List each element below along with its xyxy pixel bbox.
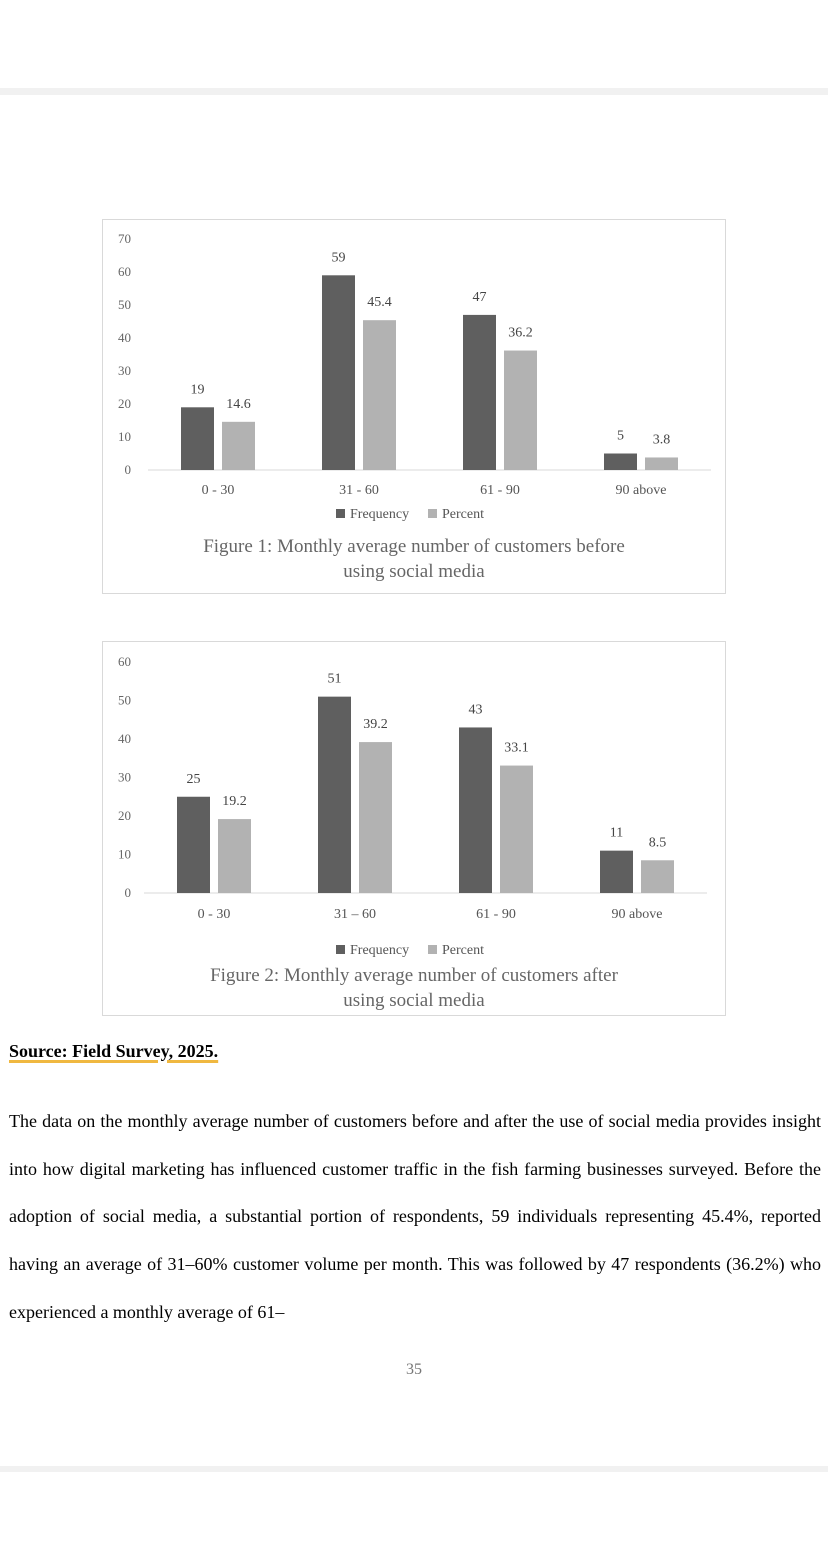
x-tick-label: 61 - 90	[476, 907, 516, 922]
x-tick-label: 0 - 30	[198, 907, 231, 922]
x-tick-label: 90 above	[612, 907, 663, 922]
x-tick-label: 31 - 60	[339, 483, 379, 498]
bar-frequency	[600, 850, 633, 893]
data-label: 3.8	[653, 432, 671, 447]
legend-label: Frequency	[350, 507, 409, 522]
data-label: 19	[191, 382, 205, 397]
x-tick-label: 0 - 30	[202, 483, 235, 498]
bar-frequency	[604, 453, 637, 470]
y-tick-label: 60	[118, 264, 131, 279]
bar-frequency	[181, 407, 214, 470]
body-paragraph: The data on the monthly average number o…	[9, 1111, 821, 1322]
bar-frequency	[322, 275, 355, 470]
data-label: 45.4	[367, 295, 392, 310]
legend-label: Percent	[442, 943, 484, 958]
legend-swatch-percent	[428, 945, 437, 954]
data-label: 8.5	[649, 835, 667, 850]
x-tick-label: 61 - 90	[480, 483, 520, 498]
y-tick-label: 50	[118, 693, 131, 708]
data-label: 33.1	[504, 741, 529, 756]
figure-1-chart: 0 10 20 30 40 50 60 70 0 - 30 19 14.6 31 - 60 59 45.4…	[102, 219, 726, 594]
bar-frequency	[318, 696, 351, 893]
figure-2-chart: 0 10 20 30 40 50 60 0 - 30 25 19.2 31 – 60 51 39.2 61…	[102, 641, 726, 1016]
y-tick-label: 20	[118, 808, 131, 823]
bar-frequency	[177, 796, 210, 893]
page-number: 35	[406, 1361, 422, 1378]
y-tick-label: 10	[118, 429, 131, 444]
data-label: 14.6	[226, 397, 251, 412]
figure-2-svg: 0 10 20 30 40 50 60 0 - 30 25 19.2 31 – 60 51 39.2 61…	[118, 654, 707, 1011]
bar-percent	[218, 819, 251, 893]
bar-frequency	[459, 727, 492, 893]
data-label: 19.2	[222, 794, 247, 809]
legend-swatch-percent	[428, 509, 437, 518]
page-separator-top	[0, 88, 828, 95]
bar-percent	[645, 457, 678, 470]
y-tick-label: 0	[125, 462, 132, 477]
bar-frequency	[463, 314, 496, 470]
y-tick-label: 70	[118, 231, 131, 246]
y-tick-label: 40	[118, 731, 131, 746]
source-citation: Source: Field Survey, 2025.	[9, 1041, 219, 1061]
data-label: 39.2	[363, 717, 388, 732]
data-label: 59	[332, 250, 346, 265]
bar-percent	[500, 765, 533, 893]
data-label: 25	[187, 772, 201, 787]
y-tick-label: 0	[125, 885, 132, 900]
data-label: 5	[617, 429, 624, 444]
data-label: 11	[610, 826, 623, 841]
data-label: 43	[469, 702, 483, 717]
page-separator-bottom	[0, 1466, 828, 1472]
figure-1-svg: 0 10 20 30 40 50 60 70 0 - 30 19 14.6 31 - 60 59 45.4…	[118, 231, 711, 582]
figure-caption: using social media	[343, 990, 485, 1011]
figure-caption: Figure 2: Monthly average number of cust…	[210, 965, 619, 986]
bar-percent	[222, 421, 255, 470]
bar-percent	[363, 320, 396, 470]
y-tick-label: 60	[118, 654, 131, 669]
data-label: 36.2	[508, 326, 533, 341]
figure-caption: Figure 1: Monthly average number of cust…	[203, 536, 625, 557]
data-label: 51	[328, 672, 342, 687]
legend-label: Percent	[442, 507, 484, 522]
bar-percent	[359, 742, 392, 893]
figure-caption: using social media	[343, 561, 485, 582]
y-tick-label: 30	[118, 363, 131, 378]
x-tick-label: 31 – 60	[334, 907, 376, 922]
y-tick-label: 30	[118, 770, 131, 785]
x-tick-label: 90 above	[616, 483, 667, 498]
y-tick-label: 10	[118, 847, 131, 862]
y-tick-label: 20	[118, 396, 131, 411]
legend-label: Frequency	[350, 943, 409, 958]
legend-swatch-frequency	[336, 945, 345, 954]
bar-percent	[504, 350, 537, 470]
legend-swatch-frequency	[336, 509, 345, 518]
y-tick-label: 50	[118, 297, 131, 312]
y-tick-label: 40	[118, 330, 131, 345]
data-label: 47	[473, 290, 487, 305]
bar-percent	[641, 860, 674, 893]
